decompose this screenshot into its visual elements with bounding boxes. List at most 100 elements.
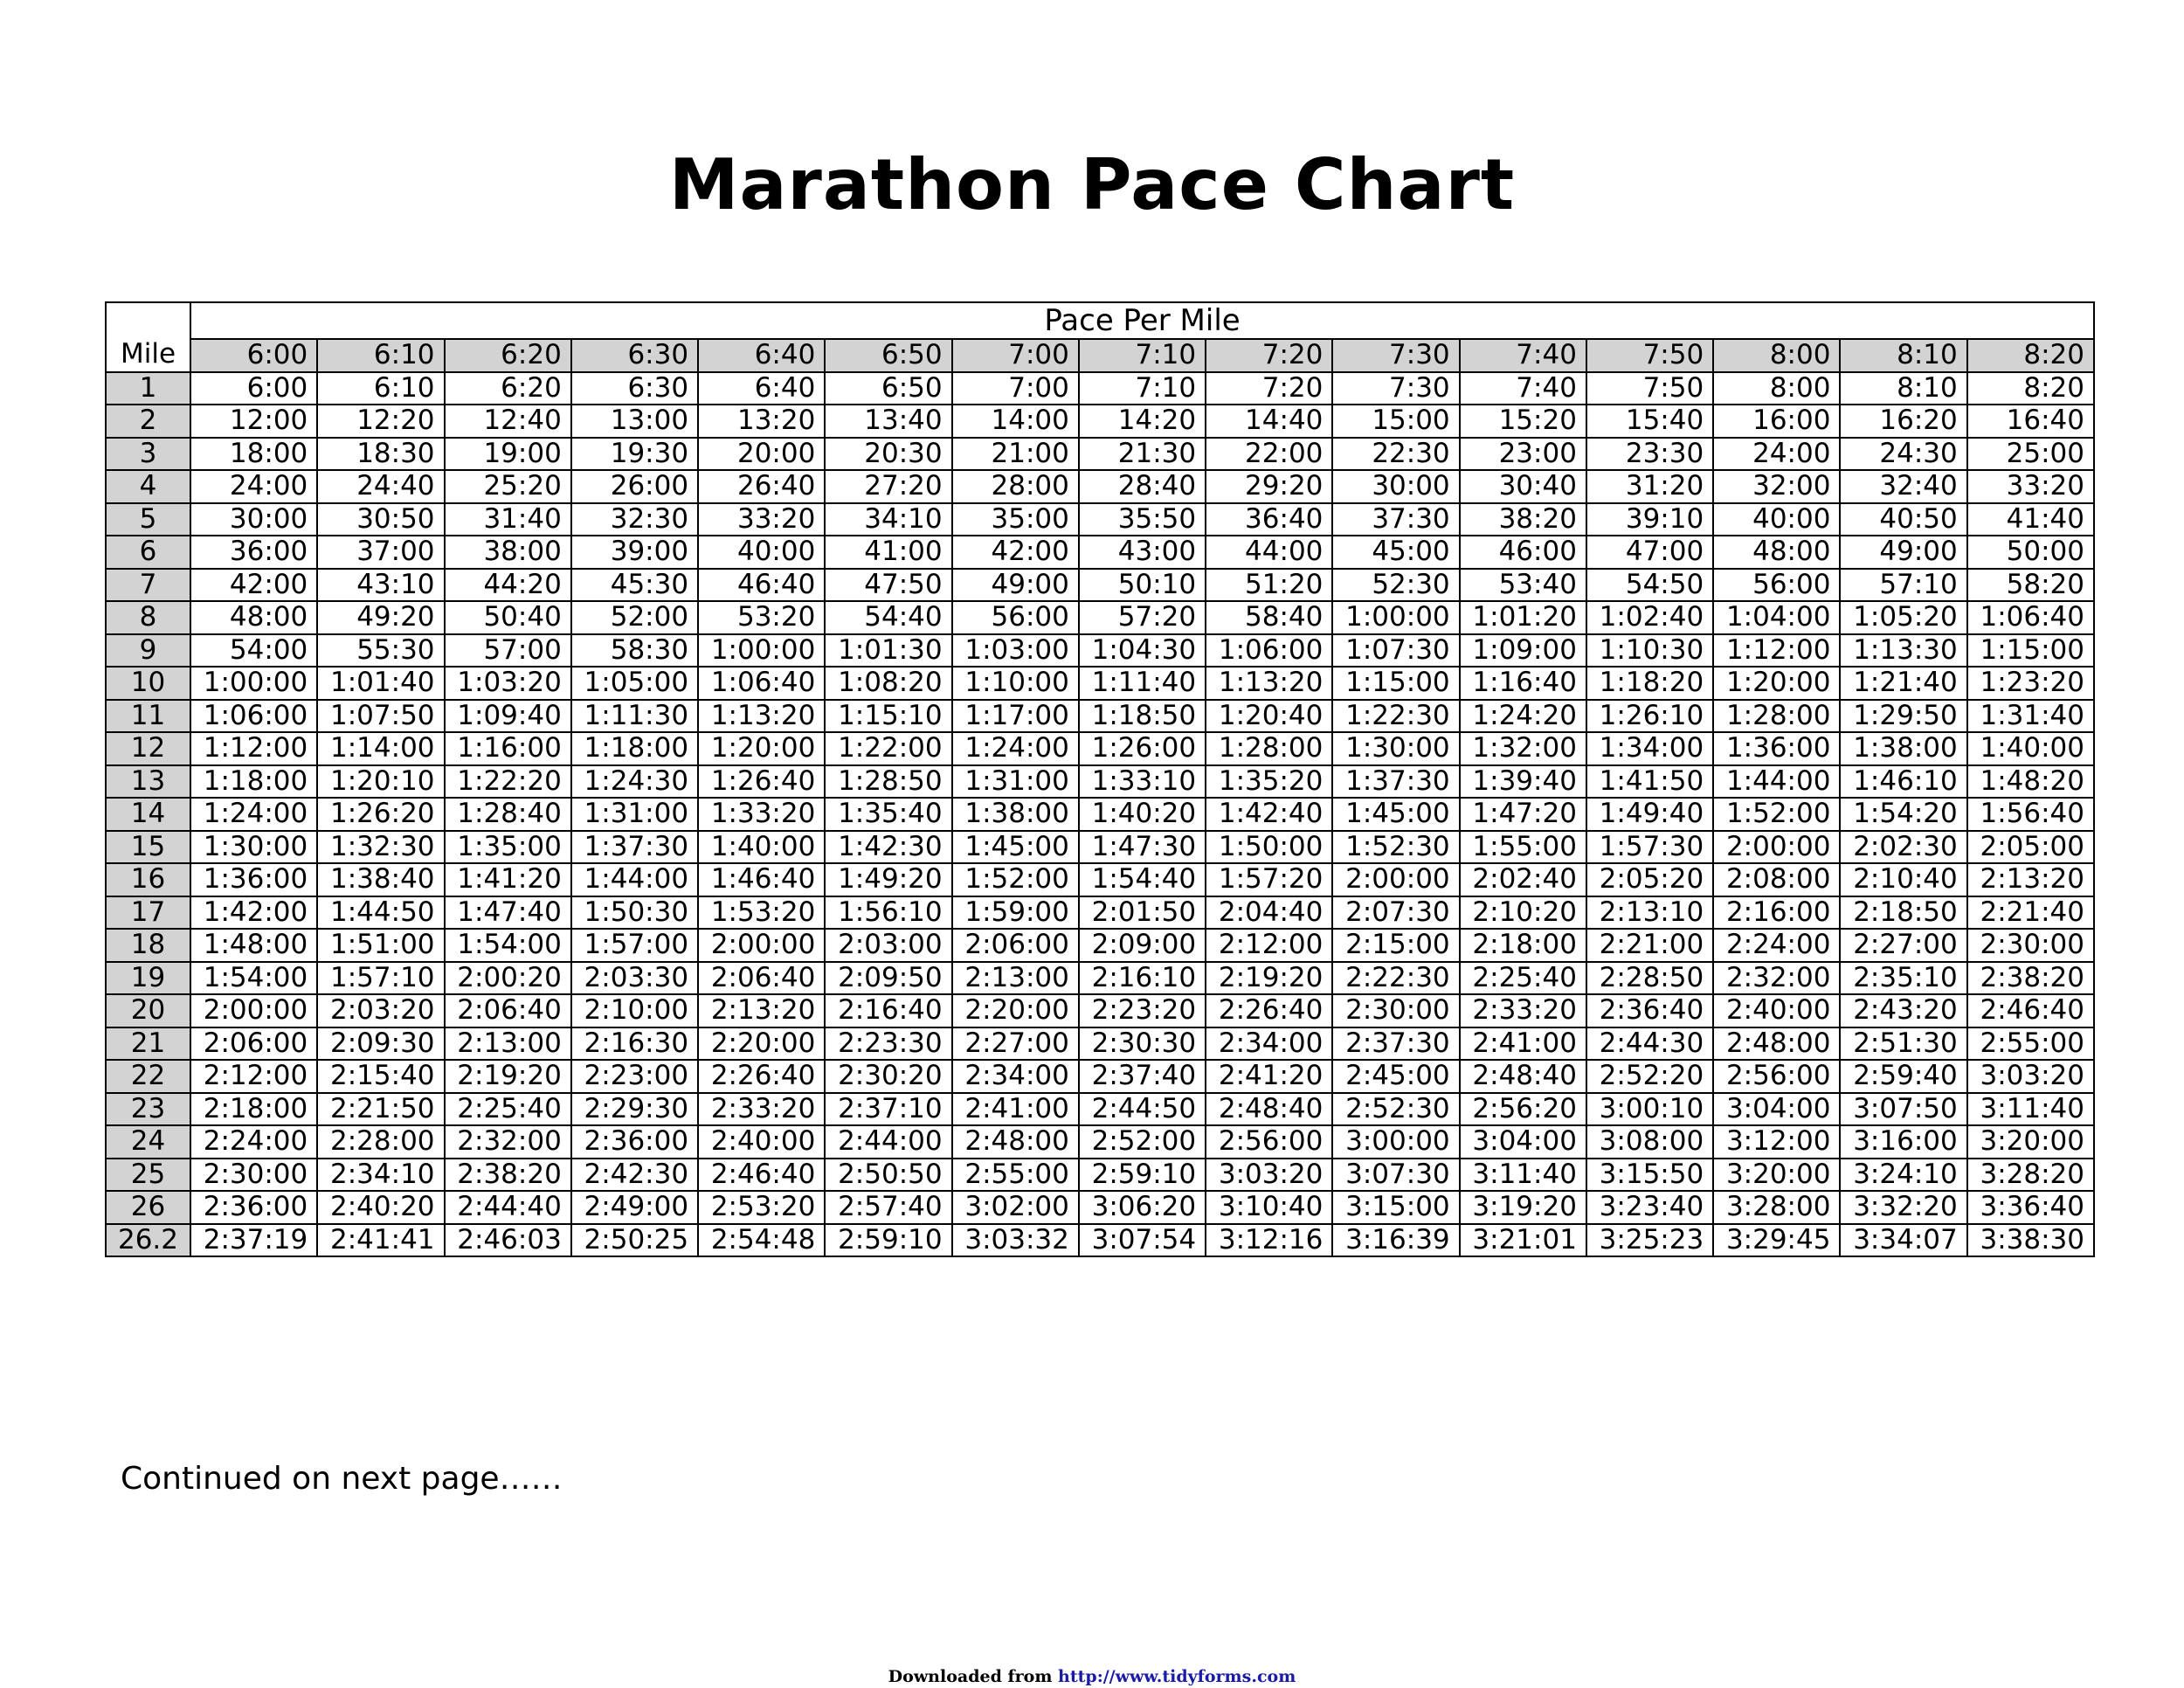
time-cell: 3:07:54: [1077, 1222, 1207, 1257]
time-cell: 2:01:50: [1077, 895, 1207, 930]
time-cell: 2:44:30: [1585, 1026, 1715, 1061]
table-row: 23 2:18:00 2:21:50 2:25:40 2:29:30 2:33:20 2:3…: [105, 1091, 2096, 1126]
table-row: 2 12:00 12:20 12:40 13:00 13:20 13:40 14:00 14:2…: [105, 404, 2096, 439]
time-cell: 2:55:00: [950, 1157, 1080, 1192]
time-cell: 2:18:00: [1458, 928, 1587, 963]
time-cell: 2:30:00: [189, 1157, 319, 1192]
time-cell: 31:20: [1585, 469, 1715, 504]
time-cell: 2:52:00: [1077, 1124, 1207, 1159]
mile-cell: 21: [105, 1026, 191, 1061]
time-cell: 1:17:00: [950, 698, 1080, 733]
time-cell: 1:06:00: [1205, 633, 1334, 668]
pace-column-header: 7:40: [1458, 338, 1587, 373]
mile-cell: 20: [105, 993, 191, 1028]
time-cell: 39:10: [1585, 502, 1715, 536]
time-cell: 2:26:40: [697, 1059, 826, 1094]
time-cell: 1:38:00: [1839, 731, 1968, 766]
time-cell: 1:32:30: [316, 829, 446, 864]
time-cell: 1:00:00: [1331, 600, 1461, 635]
time-cell: 2:13:10: [1585, 895, 1715, 930]
time-cell: 3:11:40: [1966, 1091, 2096, 1126]
time-cell: 1:54:00: [443, 928, 572, 963]
mile-cell: 25: [105, 1157, 191, 1192]
pace-column-header: 7:10: [1077, 338, 1207, 373]
time-cell: 1:29:50: [1839, 698, 1968, 733]
time-cell: 57:00: [443, 633, 572, 668]
time-cell: 1:33:10: [1077, 764, 1207, 799]
time-cell: 2:06:00: [189, 1026, 319, 1061]
time-cell: 1:11:40: [1077, 666, 1207, 701]
time-cell: 1:09:40: [443, 698, 572, 733]
time-cell: 3:10:40: [1205, 1190, 1334, 1225]
time-cell: 1:52:00: [950, 862, 1080, 897]
time-cell: 1:31:40: [1966, 698, 2096, 733]
time-cell: 2:32:00: [443, 1124, 572, 1159]
time-cell: 45:30: [570, 567, 700, 602]
time-cell: 2:35:10: [1839, 960, 1968, 995]
time-cell: 1:42:40: [1205, 797, 1334, 832]
pace-column-header: 6:40: [697, 338, 826, 373]
time-cell: 1:08:20: [824, 666, 953, 701]
time-cell: 42:00: [950, 535, 1080, 570]
time-cell: 2:49:00: [570, 1190, 700, 1225]
time-cell: 53:20: [697, 600, 826, 635]
time-cell: 44:20: [443, 567, 572, 602]
time-cell: 26:00: [570, 469, 700, 504]
mile-cell: 23: [105, 1091, 191, 1126]
time-cell: 6:00: [189, 370, 319, 405]
table-row: 10 1:00:00 1:01:40 1:03:20 1:05:00 1:06:40 1:0…: [105, 666, 2096, 701]
time-cell: 2:54:48: [697, 1222, 826, 1257]
time-cell: 1:26:20: [316, 797, 446, 832]
time-cell: 2:13:20: [1966, 862, 2096, 897]
time-cell: 1:56:40: [1966, 797, 2096, 832]
time-cell: 1:44:00: [1712, 764, 1842, 799]
time-cell: 22:30: [1331, 436, 1461, 471]
time-cell: 3:38:30: [1966, 1222, 2096, 1257]
time-cell: 24:00: [189, 469, 319, 504]
time-cell: 1:06:40: [697, 666, 826, 701]
time-cell: 1:18:50: [1077, 698, 1207, 733]
time-cell: 1:57:20: [1205, 862, 1334, 897]
time-cell: 2:44:00: [824, 1124, 953, 1159]
time-cell: 1:51:00: [316, 928, 446, 963]
time-cell: 2:09:30: [316, 1026, 446, 1061]
time-cell: 1:04:30: [1077, 633, 1207, 668]
time-cell: 2:02:40: [1458, 862, 1587, 897]
time-cell: 1:10:00: [950, 666, 1080, 701]
time-cell: 45:00: [1331, 535, 1461, 570]
time-cell: 3:12:16: [1205, 1222, 1334, 1257]
time-cell: 1:28:40: [443, 797, 572, 832]
time-cell: 2:33:20: [697, 1091, 826, 1126]
download-footer: Downloaded from http://www.tidyforms.com: [0, 1667, 2184, 1686]
time-cell: 3:29:45: [1712, 1222, 1842, 1257]
time-cell: 1:26:40: [697, 764, 826, 799]
time-cell: 3:28:00: [1712, 1190, 1842, 1225]
pace-column-header: 6:30: [570, 338, 700, 373]
time-cell: 2:08:00: [1712, 862, 1842, 897]
time-cell: 48:00: [189, 600, 319, 635]
time-cell: 2:36:00: [570, 1124, 700, 1159]
time-cell: 6:50: [824, 370, 953, 405]
mile-cell: 22: [105, 1059, 191, 1094]
time-cell: 1:15:00: [1331, 666, 1461, 701]
time-cell: 32:40: [1839, 469, 1968, 504]
time-cell: 3:25:23: [1585, 1222, 1715, 1257]
time-cell: 2:55:00: [1966, 1026, 2096, 1061]
time-cell: 2:38:20: [1966, 960, 2096, 995]
time-cell: 2:03:30: [570, 960, 700, 995]
time-cell: 54:00: [189, 633, 319, 668]
pace-table-body: 1 6:00 6:10 6:20 6:30 6:40 6:50 7:00 7:10 7:20 7:3…: [105, 370, 2096, 1257]
time-cell: 2:42:30: [570, 1157, 700, 1192]
time-cell: 2:23:30: [824, 1026, 953, 1061]
time-cell: 38:00: [443, 535, 572, 570]
time-cell: 1:30:00: [1331, 731, 1461, 766]
table-row: 3 18:00 18:30 19:00 19:30 20:00 20:30 21:00 21:3…: [105, 436, 2096, 471]
time-cell: 30:50: [316, 502, 446, 536]
footer-link[interactable]: http://www.tidyforms.com: [1058, 1667, 1296, 1686]
time-cell: 8:10: [1839, 370, 1968, 405]
time-cell: 2:38:20: [443, 1157, 572, 1192]
table-row: 19 1:54:00 1:57:10 2:00:20 2:03:30 2:06:40 2:0…: [105, 960, 2096, 995]
time-cell: 41:40: [1966, 502, 2096, 536]
time-cell: 15:20: [1458, 404, 1587, 439]
time-cell: 1:35:40: [824, 797, 953, 832]
